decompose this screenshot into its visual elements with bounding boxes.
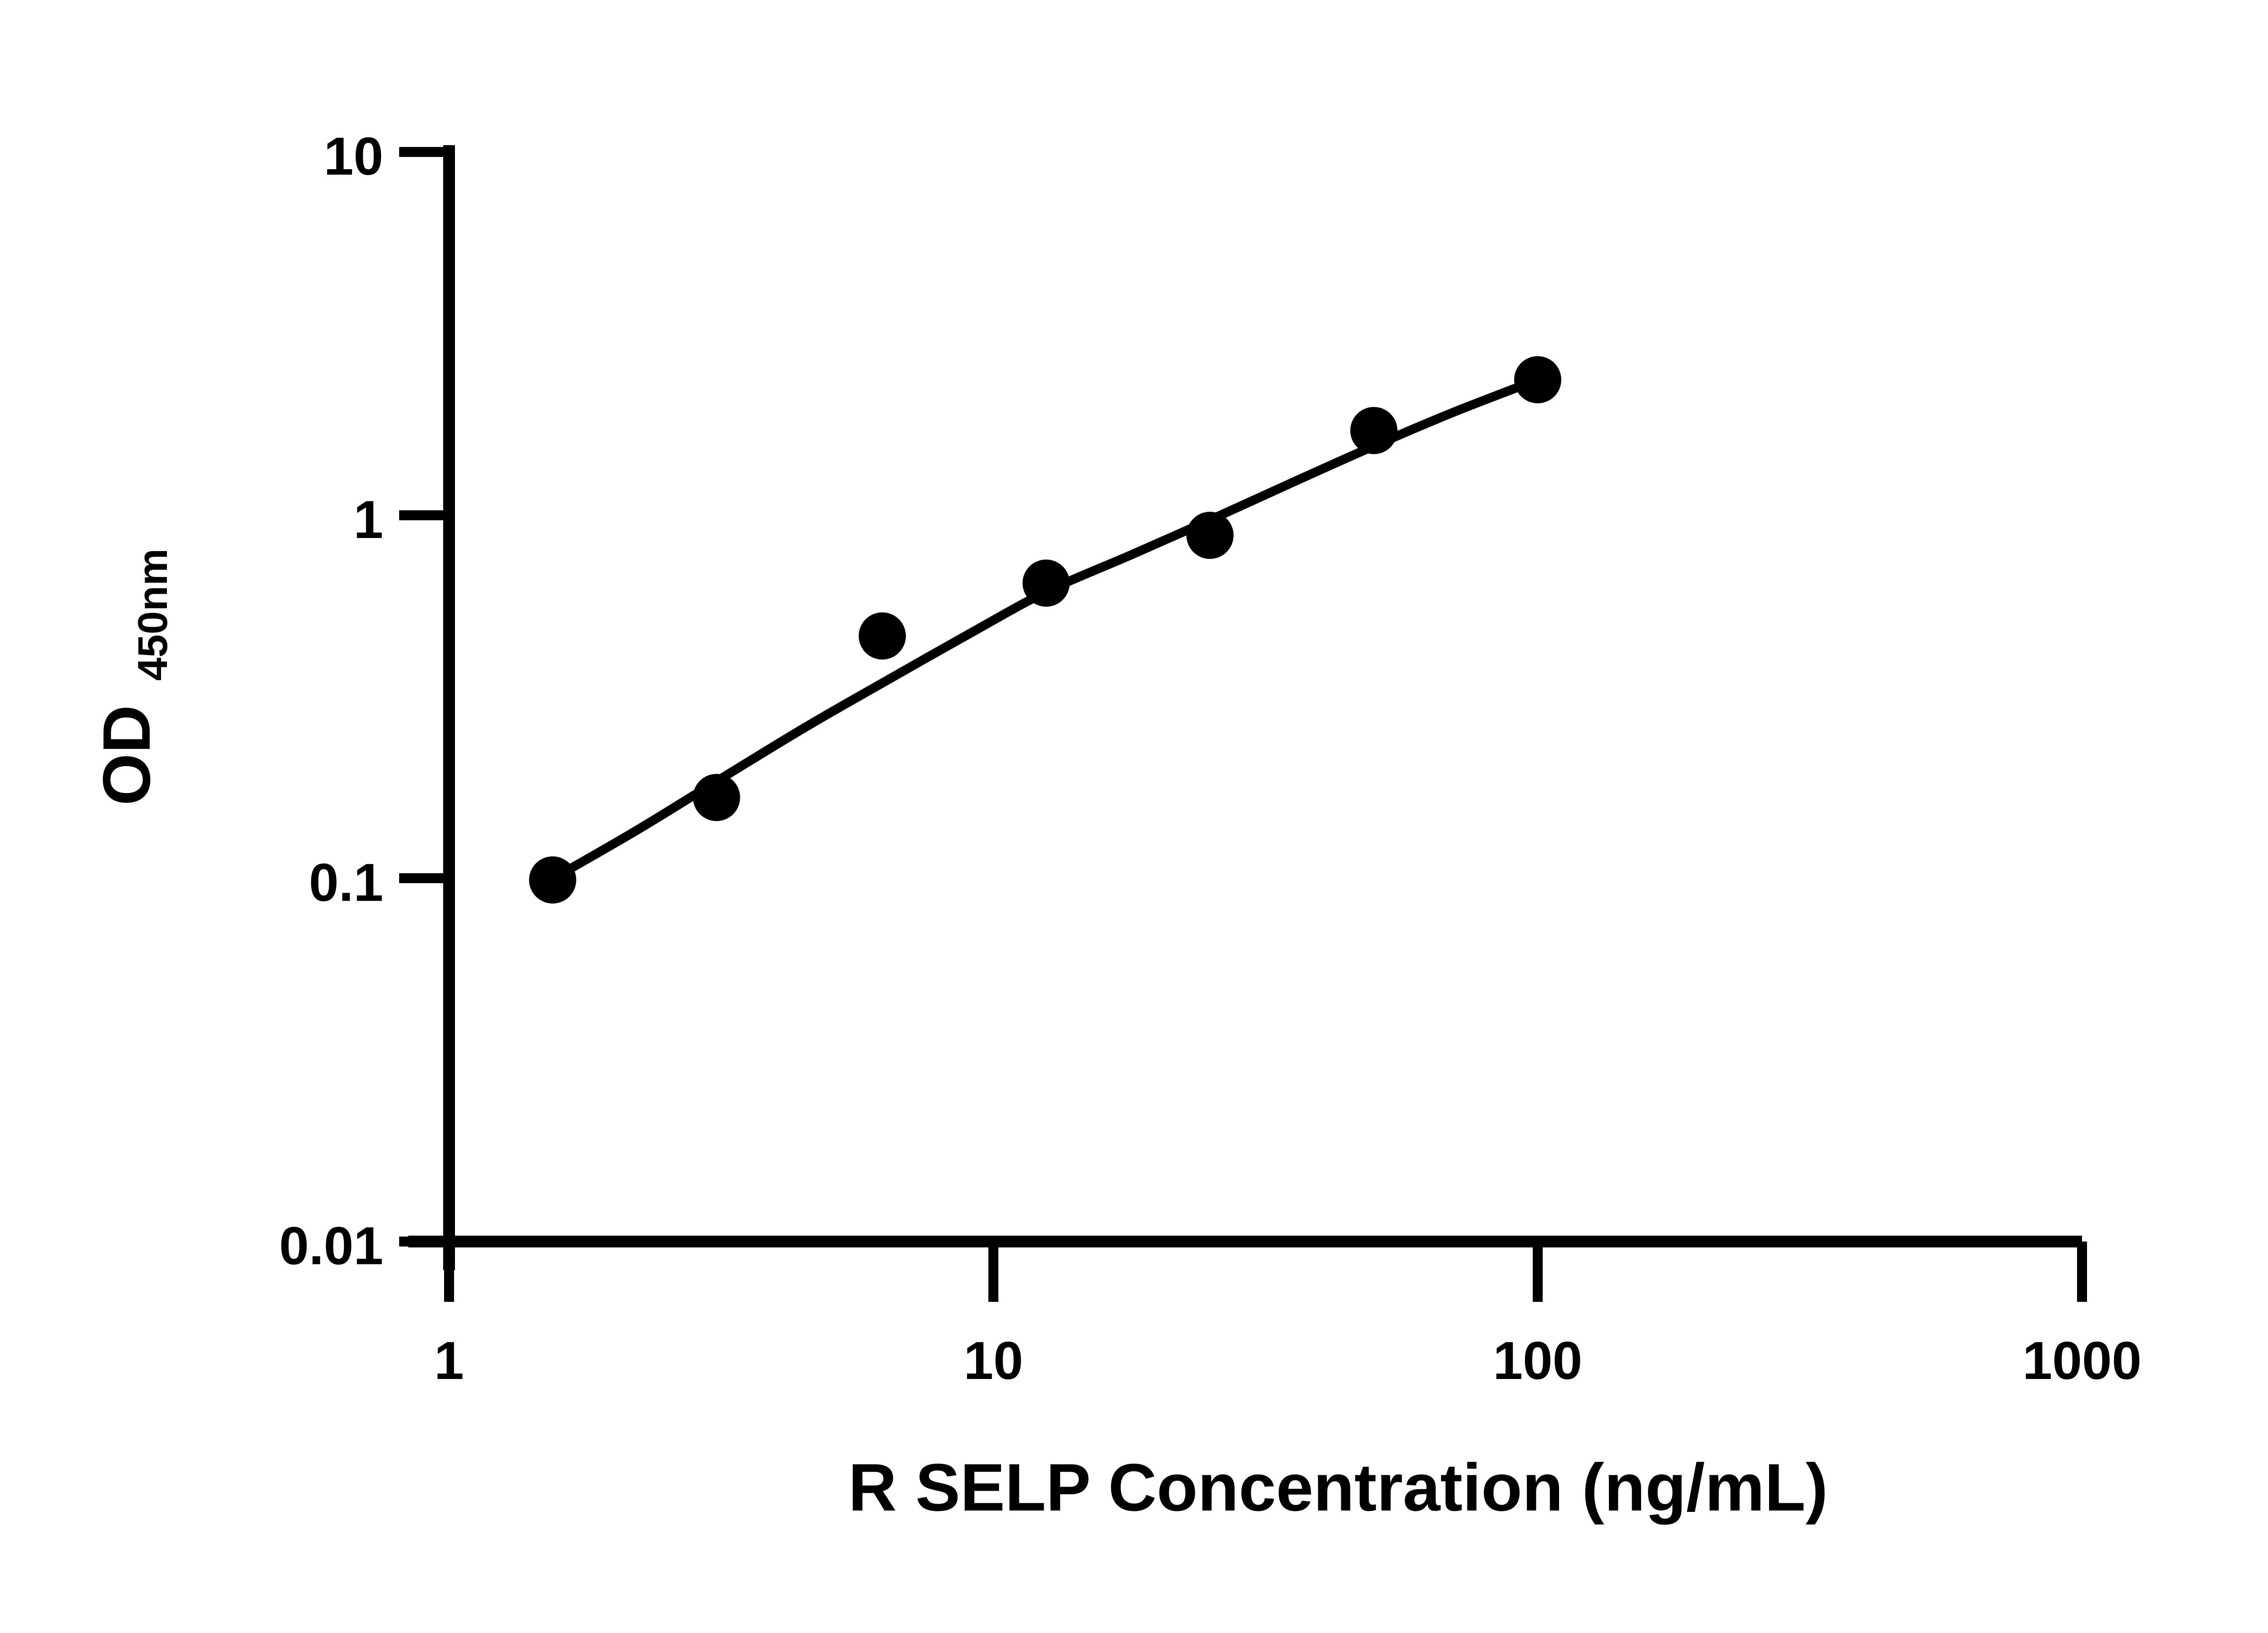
data-point-marker: [1186, 512, 1234, 559]
x-tick-labels: 1 10 100 1000: [434, 1331, 2141, 1391]
x-tick-label-2: 100: [1493, 1331, 1583, 1391]
y-axis-title-sub: 450nm: [130, 548, 176, 681]
y-axis-title-group: OD 450nm: [89, 548, 176, 806]
y-tick-label-0: 10: [324, 127, 383, 186]
data-point-marker: [1514, 356, 1561, 404]
y-axis-title-main: OD: [89, 705, 164, 806]
data-point-marker: [1022, 559, 1070, 607]
x-axis-ticks: [444, 1242, 2087, 1302]
y-tick-label-2: 0.1: [309, 853, 383, 913]
data-point-marker: [693, 774, 740, 821]
y-tick-labels: 10 1 0.1 0.01: [279, 127, 383, 1276]
y-axis-ticks: [399, 147, 449, 1247]
data-point-marker: [859, 612, 906, 660]
x-tick-label-1: 10: [963, 1331, 1023, 1391]
axis-lines: [408, 145, 2082, 1270]
x-tick-label-0: 1: [434, 1331, 464, 1391]
data-point-markers: [529, 356, 1561, 904]
y-tick-label-3: 0.01: [279, 1216, 383, 1276]
data-point-marker: [529, 856, 577, 904]
x-axis-title: R SELP Concentration (ng/mL): [848, 1450, 1828, 1525]
data-point-marker: [1350, 407, 1398, 455]
fitted-curve: [540, 375, 1542, 888]
y-tick-label-1: 1: [353, 490, 383, 550]
x-tick-label-3: 1000: [2023, 1331, 2142, 1391]
